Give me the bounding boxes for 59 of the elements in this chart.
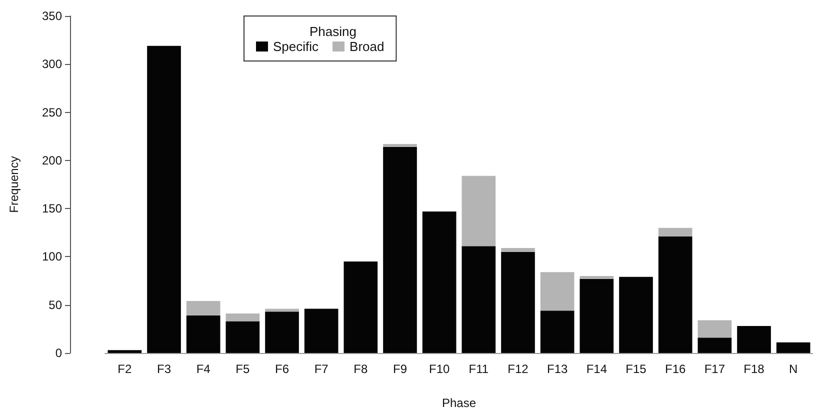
bar xyxy=(226,321,260,353)
bar xyxy=(383,146,417,353)
x-tick-label: F10 xyxy=(428,362,450,376)
x-tick-label: F11 xyxy=(468,362,489,376)
bar xyxy=(580,276,614,279)
x-tick-label: F13 xyxy=(546,362,568,376)
x-tick-label: F4 xyxy=(196,362,211,376)
x-tick-label: F5 xyxy=(236,362,250,376)
x-tick-label: F12 xyxy=(508,362,529,376)
x-tick-label: F2 xyxy=(118,362,132,376)
y-tick-label: 350 xyxy=(42,9,62,23)
bar xyxy=(619,276,653,353)
bar xyxy=(540,310,574,353)
bar xyxy=(265,308,299,312)
bar xyxy=(658,228,692,236)
bar xyxy=(776,342,810,353)
bar xyxy=(501,252,535,353)
y-tick-label: 100 xyxy=(42,250,62,264)
y-tick-label: 0 xyxy=(55,346,62,360)
y-tick-label: 300 xyxy=(42,57,62,72)
legend-label: Broad xyxy=(350,39,384,54)
bar xyxy=(147,46,181,353)
bar xyxy=(383,144,417,147)
bar xyxy=(186,301,220,316)
y-tick-label: 50 xyxy=(48,298,62,312)
x-tick-label: F6 xyxy=(274,362,290,376)
bar xyxy=(108,350,142,353)
bar xyxy=(580,278,614,353)
x-tick-label: F9 xyxy=(392,362,408,376)
y-tick-label: 150 xyxy=(42,202,62,216)
bar xyxy=(422,211,456,353)
legend-label: Specific xyxy=(273,39,320,54)
x-tick-label: F17 xyxy=(704,362,726,376)
x-tick-label: F7 xyxy=(314,362,329,376)
x-axis-title: Phase xyxy=(442,396,476,410)
bar xyxy=(698,320,732,338)
bar xyxy=(501,248,535,252)
y-axis-title: Frequency xyxy=(7,156,21,213)
bar xyxy=(186,315,220,353)
bar xyxy=(737,326,771,353)
x-tick-label: F16 xyxy=(664,362,686,376)
bar xyxy=(304,308,338,353)
bar xyxy=(344,262,378,353)
bar xyxy=(540,272,574,311)
bar xyxy=(462,176,496,246)
x-tick-label: F15 xyxy=(626,362,647,376)
x-tick-label: F8 xyxy=(354,362,368,376)
y-tick-label: 200 xyxy=(42,153,62,168)
x-tick-label: F14 xyxy=(586,362,608,376)
x-tick-label: F3 xyxy=(156,362,172,376)
bar xyxy=(658,236,692,353)
bar xyxy=(462,246,496,353)
x-tick-label: F18 xyxy=(744,362,765,376)
y-tick-label: 250 xyxy=(42,105,62,120)
legend-title: Phasing xyxy=(310,24,356,39)
bar xyxy=(698,338,732,353)
bar xyxy=(265,312,299,353)
x-tick-label: N xyxy=(788,362,798,376)
bar xyxy=(226,314,260,322)
